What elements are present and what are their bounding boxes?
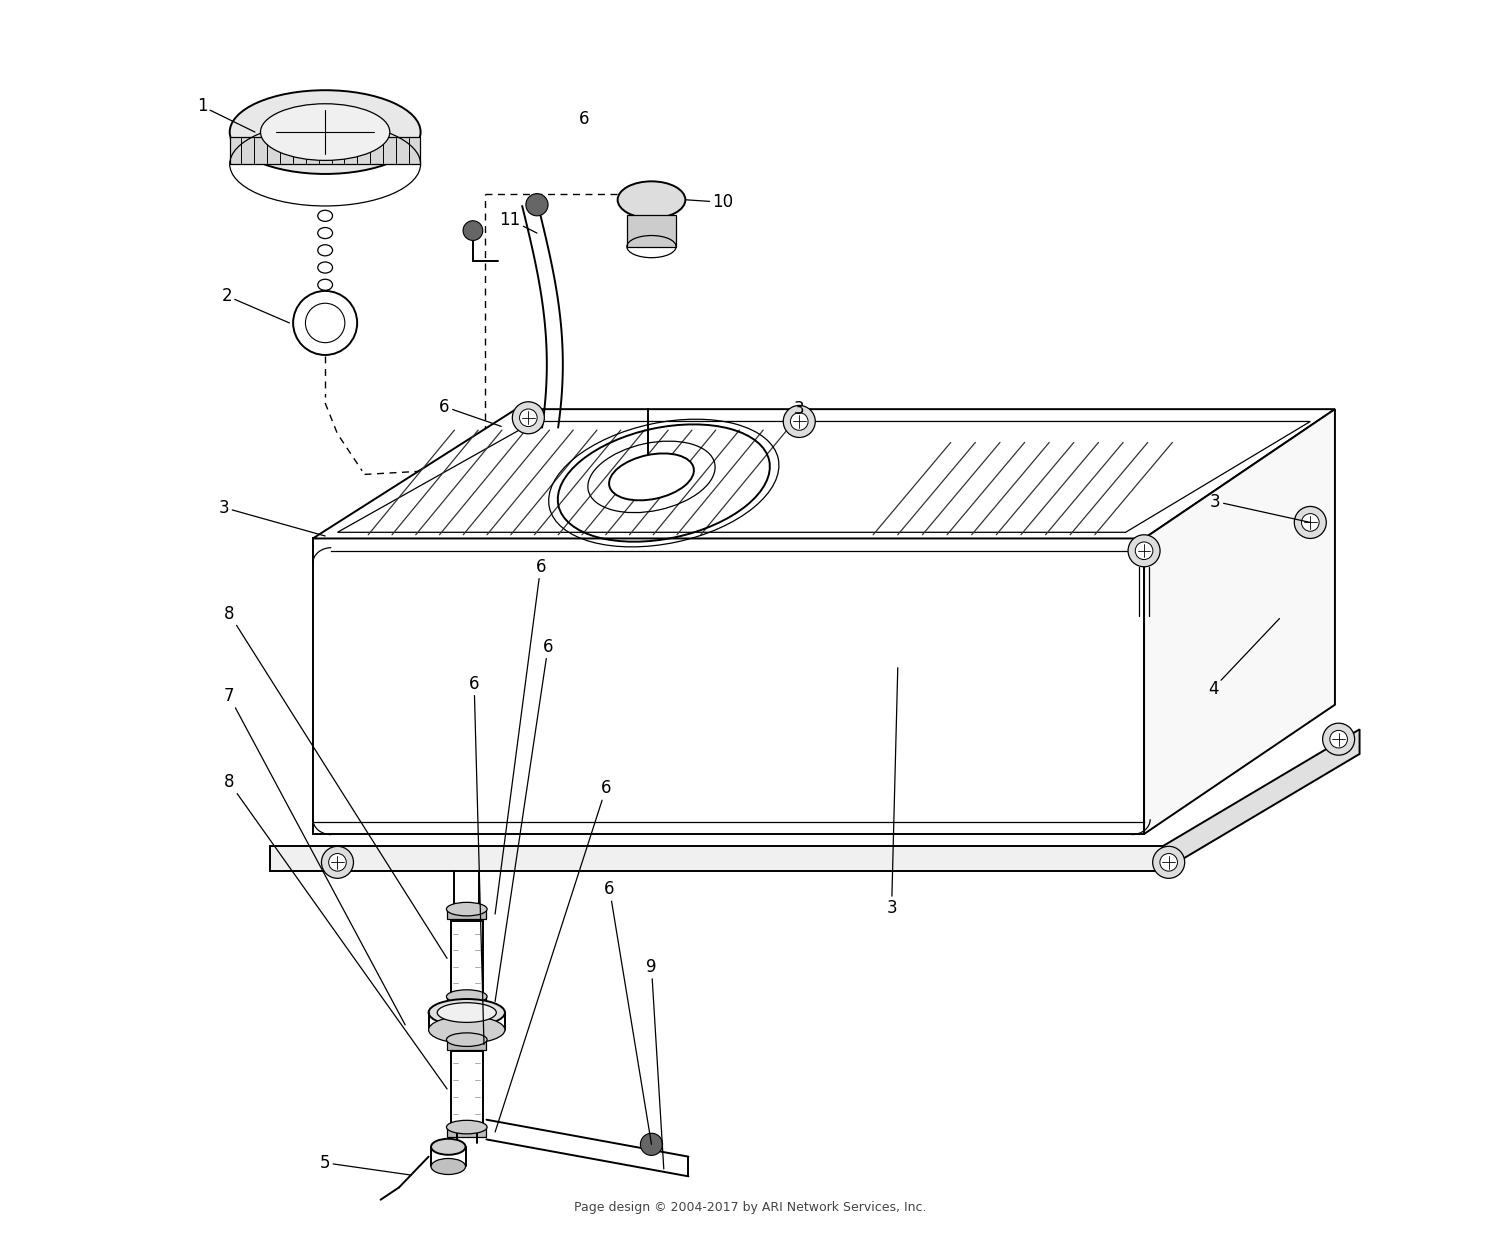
Text: 4: 4 bbox=[1208, 618, 1280, 698]
Text: 6: 6 bbox=[495, 638, 554, 1002]
Ellipse shape bbox=[609, 454, 694, 500]
Ellipse shape bbox=[430, 1159, 465, 1174]
Text: 7: 7 bbox=[224, 687, 405, 1025]
Polygon shape bbox=[231, 137, 420, 165]
Text: 10: 10 bbox=[686, 193, 734, 212]
Polygon shape bbox=[270, 846, 1162, 871]
Text: 6: 6 bbox=[495, 779, 610, 1132]
Polygon shape bbox=[447, 909, 486, 919]
Text: 3: 3 bbox=[794, 400, 804, 418]
Text: 6: 6 bbox=[440, 397, 501, 427]
Ellipse shape bbox=[618, 182, 686, 218]
Ellipse shape bbox=[447, 902, 488, 915]
Polygon shape bbox=[627, 214, 676, 246]
Ellipse shape bbox=[430, 1139, 465, 1155]
Ellipse shape bbox=[230, 90, 420, 174]
Ellipse shape bbox=[261, 104, 390, 161]
Circle shape bbox=[1323, 724, 1354, 756]
Polygon shape bbox=[447, 1127, 486, 1137]
Polygon shape bbox=[452, 922, 483, 996]
Text: 3: 3 bbox=[1210, 492, 1311, 522]
Circle shape bbox=[526, 194, 548, 215]
Text: Page design © 2004-2017 by ARI Network Services, Inc.: Page design © 2004-2017 by ARI Network S… bbox=[573, 1201, 926, 1213]
Text: 3: 3 bbox=[219, 499, 326, 536]
Circle shape bbox=[1128, 534, 1160, 567]
Circle shape bbox=[783, 406, 816, 438]
Text: 6: 6 bbox=[579, 110, 590, 127]
Text: 6: 6 bbox=[495, 558, 546, 914]
Circle shape bbox=[464, 220, 483, 240]
Circle shape bbox=[1302, 513, 1318, 531]
Polygon shape bbox=[314, 538, 1144, 834]
Ellipse shape bbox=[429, 999, 506, 1027]
Circle shape bbox=[1160, 854, 1178, 871]
Circle shape bbox=[790, 413, 808, 430]
Ellipse shape bbox=[447, 1033, 488, 1047]
Circle shape bbox=[1330, 730, 1347, 748]
Text: 1: 1 bbox=[196, 98, 255, 132]
Polygon shape bbox=[447, 1039, 486, 1049]
Polygon shape bbox=[447, 997, 486, 1007]
Ellipse shape bbox=[447, 990, 488, 1003]
Ellipse shape bbox=[447, 1121, 488, 1134]
Circle shape bbox=[328, 854, 346, 871]
Circle shape bbox=[640, 1133, 663, 1155]
Circle shape bbox=[321, 846, 354, 878]
Text: 6: 6 bbox=[470, 674, 484, 1044]
Circle shape bbox=[513, 402, 544, 434]
Text: ARI: ARI bbox=[692, 612, 1104, 821]
Text: 8: 8 bbox=[224, 773, 447, 1089]
Circle shape bbox=[1152, 846, 1185, 878]
Text: 6: 6 bbox=[604, 881, 651, 1144]
Polygon shape bbox=[1162, 730, 1359, 871]
Ellipse shape bbox=[429, 1017, 506, 1043]
Circle shape bbox=[1294, 506, 1326, 538]
Text: 11: 11 bbox=[500, 210, 537, 233]
Text: 3: 3 bbox=[886, 668, 898, 917]
Polygon shape bbox=[314, 409, 1335, 538]
Polygon shape bbox=[1144, 409, 1335, 834]
Circle shape bbox=[519, 409, 537, 427]
Text: 9: 9 bbox=[646, 957, 664, 1169]
Text: 5: 5 bbox=[320, 1154, 411, 1175]
Text: 8: 8 bbox=[224, 605, 447, 959]
Circle shape bbox=[1136, 542, 1154, 559]
Polygon shape bbox=[452, 1050, 483, 1126]
Ellipse shape bbox=[436, 1003, 496, 1023]
Text: 2: 2 bbox=[222, 287, 290, 323]
